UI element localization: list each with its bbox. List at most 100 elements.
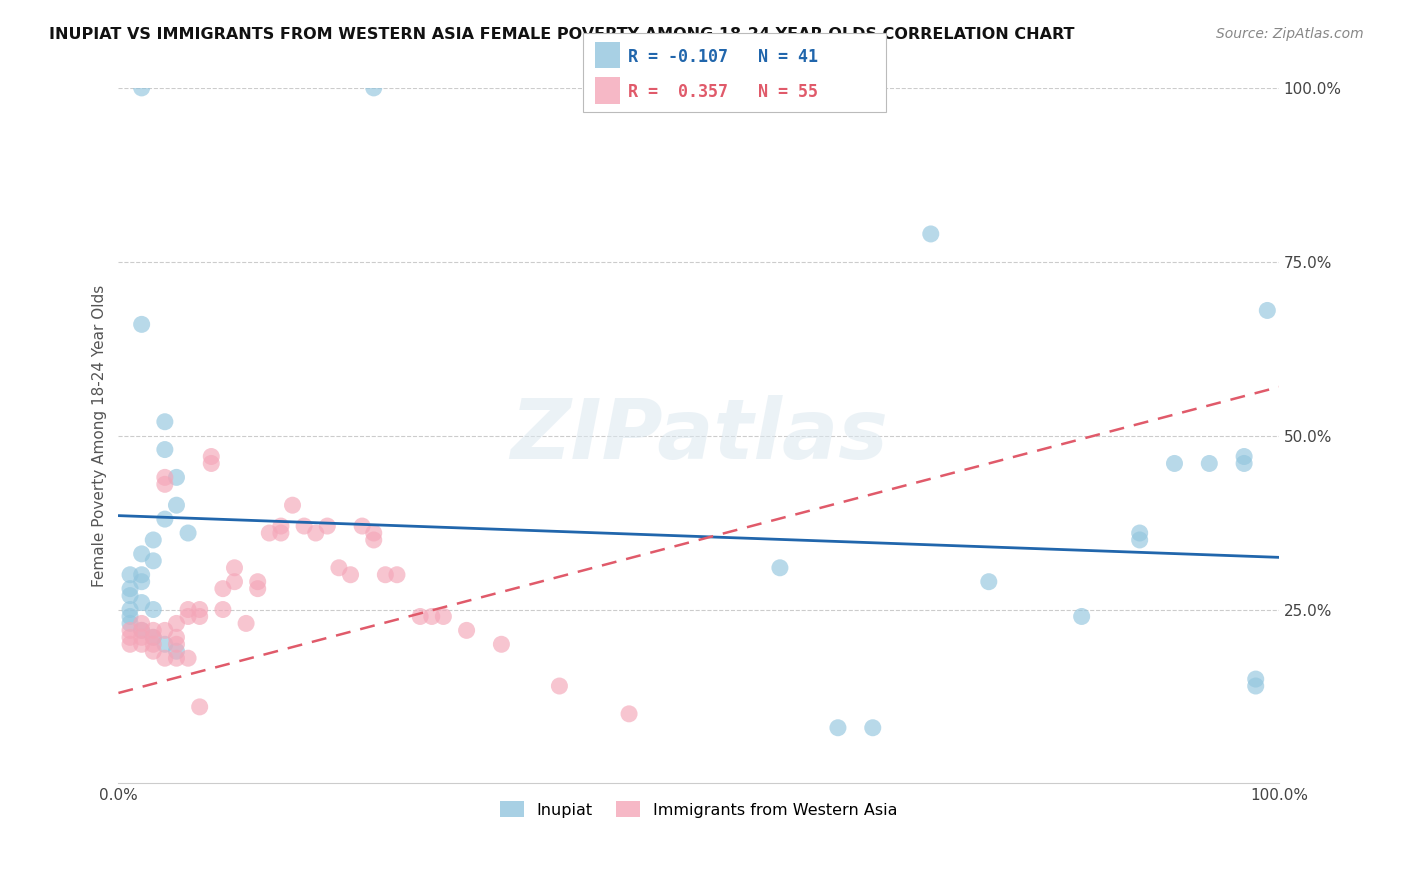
Text: R =  0.357   N = 55: R = 0.357 N = 55 <box>628 83 818 101</box>
Point <box>118 637 141 651</box>
Point <box>188 602 211 616</box>
Point <box>166 470 188 484</box>
Point <box>153 477 176 491</box>
Point <box>316 519 339 533</box>
Point <box>617 706 640 721</box>
Point <box>142 631 165 645</box>
Point <box>363 533 385 547</box>
Point <box>142 554 165 568</box>
Point <box>1233 457 1256 471</box>
Point <box>188 609 211 624</box>
Point <box>118 602 141 616</box>
Point <box>142 533 165 547</box>
Point <box>153 442 176 457</box>
Point <box>118 589 141 603</box>
Point <box>432 609 454 624</box>
Point <box>131 637 153 651</box>
Point <box>131 616 153 631</box>
Point <box>246 574 269 589</box>
Point <box>166 637 188 651</box>
Point <box>166 644 188 658</box>
Point <box>153 415 176 429</box>
Point <box>131 318 153 332</box>
Point <box>1256 303 1278 318</box>
Point <box>224 574 246 589</box>
Point <box>131 624 153 638</box>
Point <box>548 679 571 693</box>
Point <box>363 526 385 541</box>
Point <box>292 519 315 533</box>
Point <box>270 526 292 541</box>
Point <box>200 457 222 471</box>
Point <box>212 602 235 616</box>
Point <box>177 651 200 665</box>
Point <box>1198 457 1220 471</box>
Point <box>166 631 188 645</box>
Point <box>977 574 1000 589</box>
Point <box>118 582 141 596</box>
Point <box>491 637 513 651</box>
Point <box>270 519 292 533</box>
Point <box>200 450 222 464</box>
Text: R = -0.107   N = 41: R = -0.107 N = 41 <box>628 47 818 65</box>
Point <box>142 624 165 638</box>
Point <box>281 498 304 512</box>
Text: Source: ZipAtlas.com: Source: ZipAtlas.com <box>1216 27 1364 41</box>
Point <box>188 699 211 714</box>
Point <box>153 651 176 665</box>
Point <box>1244 679 1267 693</box>
Point <box>118 609 141 624</box>
Point <box>1129 526 1152 541</box>
Point <box>224 561 246 575</box>
Point <box>339 567 361 582</box>
Point <box>153 637 176 651</box>
Point <box>131 81 153 95</box>
Point <box>131 547 153 561</box>
Point <box>409 609 432 624</box>
Point <box>153 624 176 638</box>
Point <box>352 519 374 533</box>
Point <box>177 526 200 541</box>
Point <box>769 561 792 575</box>
Point <box>166 498 188 512</box>
Point <box>131 574 153 589</box>
Point <box>131 596 153 610</box>
Point <box>118 567 141 582</box>
Point <box>153 470 176 484</box>
Point <box>142 602 165 616</box>
Y-axis label: Female Poverty Among 18-24 Year Olds: Female Poverty Among 18-24 Year Olds <box>93 285 107 587</box>
Point <box>235 616 257 631</box>
Point <box>420 609 443 624</box>
Point <box>142 637 165 651</box>
Point <box>153 512 176 526</box>
Point <box>374 567 396 582</box>
Point <box>259 526 281 541</box>
Point <box>118 624 141 638</box>
Point <box>177 602 200 616</box>
Point <box>363 81 385 95</box>
Point <box>118 631 141 645</box>
Point <box>212 582 235 596</box>
Point <box>131 624 153 638</box>
Point <box>1129 533 1152 547</box>
Point <box>385 567 408 582</box>
Point <box>118 616 141 631</box>
Point <box>246 582 269 596</box>
Point <box>166 616 188 631</box>
Point <box>1163 457 1185 471</box>
Text: INUPIAT VS IMMIGRANTS FROM WESTERN ASIA FEMALE POVERTY AMONG 18-24 YEAR OLDS COR: INUPIAT VS IMMIGRANTS FROM WESTERN ASIA … <box>49 27 1074 42</box>
Point <box>328 561 350 575</box>
Point <box>920 227 942 241</box>
Point <box>305 526 328 541</box>
Point <box>142 644 165 658</box>
Point <box>177 609 200 624</box>
Point <box>166 651 188 665</box>
Point <box>827 721 849 735</box>
Point <box>456 624 478 638</box>
Point <box>1070 609 1092 624</box>
Point <box>131 631 153 645</box>
Point <box>142 631 165 645</box>
Text: ZIPatlas: ZIPatlas <box>510 395 887 476</box>
Point <box>1244 672 1267 686</box>
Point <box>131 567 153 582</box>
